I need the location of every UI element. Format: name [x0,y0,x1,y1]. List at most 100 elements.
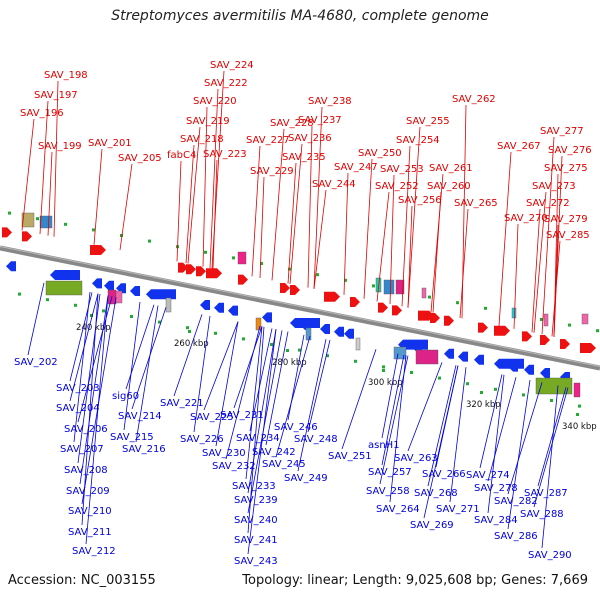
track-tick [550,399,553,402]
reverse-gene-label: SAV_221 [160,398,204,409]
track-tick [92,228,95,232]
reverse-gene-label: SAV_258 [366,486,410,497]
track-tick [232,256,235,260]
reverse-leader-line [407,362,443,452]
track-tick [46,298,49,302]
reverse-leader-line [341,349,377,450]
track-tick [204,250,207,254]
reverse-gene-label: SAV_268 [414,488,458,499]
reverse-gene-arrow [474,354,484,365]
feature-box [573,382,581,398]
forward-gene-label: SAV_244 [312,179,356,190]
feature-box [39,215,53,229]
reverse-leader-line [233,326,263,409]
scale-tick [286,349,289,352]
forward-gene-label: SAV_253 [380,164,424,175]
reverse-gene-label: SAV_263 [394,453,438,464]
feature-box [535,377,573,395]
reverse-leader-line [265,331,289,446]
scale-label: 300 kbp [368,378,403,388]
forward-gene-label: SAV_277 [540,126,584,137]
scale-label: 340 kbp [562,422,597,432]
reverse-gene-label: SAV_239 [234,495,278,506]
forward-gene-label: SAV_218 [180,134,224,145]
forward-leader-line [271,128,285,281]
forward-leader-line [430,173,444,313]
forward-gene-label: SAV_261 [429,163,473,174]
track-tick [102,309,105,313]
reverse-gene-label: SAV_216 [122,444,166,455]
reverse-gene-arrow [116,283,126,294]
feature-box [543,313,549,327]
feature-box [511,307,517,319]
reverse-gene-label: asnH1 [368,440,400,451]
feature-box [421,287,427,299]
track-tick [130,315,133,318]
forward-gene-label: SAV_219 [186,116,230,127]
reverse-gene-label: SAV_257 [368,467,412,478]
feature-box [115,290,123,304]
forward-leader-line [459,208,469,319]
forward-gene-arrow [540,335,550,345]
feature-box [237,251,247,265]
forward-leader-line [541,136,555,335]
forward-leader-line [93,148,103,245]
reverse-leader-line [135,305,159,443]
forward-gene-label: SAV_262 [452,94,496,105]
forward-gene-label: SAV_252 [375,181,419,192]
reverse-leader-line [287,334,305,421]
feature-box [355,337,361,351]
track-tick [456,301,459,305]
reverse-leader-line [423,365,459,519]
reverse-leader-line [297,339,327,472]
reverse-gene-arrow [50,270,80,280]
reverse-gene-arrow [300,320,310,330]
track-tick [288,267,291,271]
track-tick [74,303,77,307]
forward-leader-line [259,176,265,279]
reverse-gene-label: SAV_225 [190,412,234,423]
forward-gene-label: SAV_205 [118,153,162,164]
forward-leader-line [376,191,390,302]
reverse-leader-line [247,330,283,514]
forward-gene-label: SAV_270 [504,213,548,224]
forward-leader-line [187,126,201,264]
reverse-gene-label: SAV_290 [528,550,572,561]
feature-box [581,313,589,325]
reverse-gene-label: sig60 [112,391,139,402]
reverse-gene-arrow [540,368,550,378]
reverse-leader-line [487,377,517,482]
reverse-gene-label: SAV_226 [180,434,224,445]
track-tick [120,234,123,237]
forward-leader-line [21,118,35,231]
reverse-gene-label: SAV_209 [66,486,110,497]
scale-tick [90,314,93,317]
forward-gene-label: SAV_273 [532,181,576,192]
forward-leader-line [407,126,421,308]
forward-leader-line [39,100,49,235]
forward-gene-arrow [178,262,188,273]
forward-gene-arrow [186,264,196,275]
forward-gene-label: SAV_229 [250,166,294,177]
track-tick [568,323,571,327]
reverse-gene-label: SAV_248 [294,434,338,445]
forward-leader-line [185,144,195,264]
track-tick [382,365,385,369]
reverse-gene-arrow [200,300,210,310]
reverse-leader-line [247,326,265,534]
reverse-gene-arrow [524,364,534,375]
forward-gene-label: SAV_199 [38,141,82,152]
track-tick [326,354,329,358]
forward-gene-arrow [478,322,488,333]
reverse-leader-line [81,293,99,526]
reverse-leader-line [449,367,467,503]
forward-gene-label: SAV_250 [358,148,402,159]
reverse-leader-line [79,295,109,485]
reverse-gene-label: SAV_288 [520,509,564,520]
reverse-leader-line [77,293,101,464]
feature-box [165,297,172,313]
reverse-leader-line [479,374,503,469]
forward-gene-label: SAV_198 [44,70,88,81]
reverse-gene-arrow [444,348,454,359]
reverse-gene-arrow [104,280,114,291]
